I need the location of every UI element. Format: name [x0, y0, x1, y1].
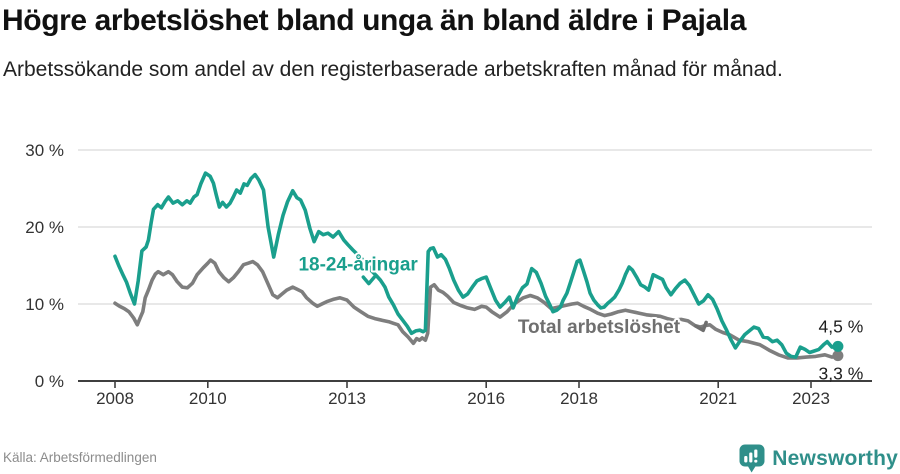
series-line-total [113, 258, 840, 360]
end-dot-youth [832, 340, 844, 352]
x-tick-label: 2008 [96, 389, 134, 408]
end-dot-total [832, 350, 844, 362]
source-note: Källa: Arbetsförmedlingen [3, 450, 157, 465]
page-subtitle: Arbetssökande som andel av den registerb… [3, 58, 783, 81]
end-label-youth: 4,5 % [819, 316, 864, 336]
y-tick-label: 10 % [25, 295, 64, 314]
x-tick-label: 2016 [467, 389, 505, 408]
x-tick-label: 2021 [699, 389, 737, 408]
x-tick-label: 2023 [792, 389, 830, 408]
newsworthy-logo-text: Newsworthy [772, 446, 898, 470]
youth-label: 18-24-åringar [298, 254, 418, 275]
series-line-youth [113, 171, 840, 359]
x-tick-label: 2013 [328, 389, 366, 408]
y-tick-label: 20 % [25, 218, 64, 237]
y-tick-label: 30 % [25, 141, 64, 160]
newsworthy-logo-icon [739, 444, 765, 473]
x-tick-label: 2018 [560, 389, 598, 408]
youth-arrow [361, 275, 377, 286]
total-label: Total arbetslöshet [518, 317, 681, 338]
end-label-total: 3,3 % [819, 364, 864, 384]
total-arrow [694, 320, 708, 333]
page-title: Högre arbetslöshet bland unga än bland ä… [2, 4, 746, 37]
y-tick-label: 0 % [35, 372, 64, 391]
x-tick-label: 2010 [189, 389, 227, 408]
newsworthy-logo[interactable]: Newsworthy [739, 444, 898, 473]
